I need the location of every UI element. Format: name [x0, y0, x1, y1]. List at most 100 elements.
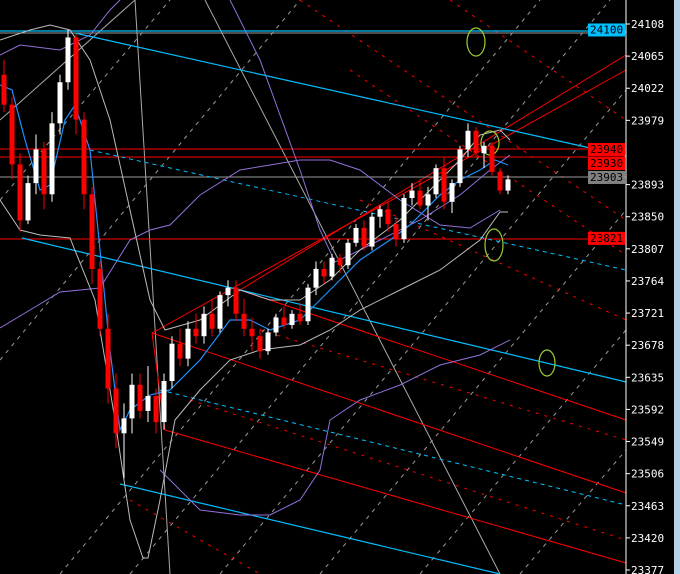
candle — [17, 153, 23, 232]
candle — [481, 142, 487, 169]
price-label-bg — [588, 142, 625, 156]
candle — [433, 164, 439, 199]
candle — [305, 283, 311, 326]
candle-body — [89, 194, 95, 269]
price-label-bg — [588, 170, 625, 184]
price-axis[interactable] — [626, 0, 674, 574]
candle-body — [297, 313, 303, 322]
candle-body — [161, 381, 167, 423]
candle — [257, 328, 263, 359]
candle-body — [329, 257, 335, 277]
channel-median-lines — [89, 149, 627, 506]
candle — [337, 254, 343, 273]
candle — [57, 74, 63, 135]
candle — [505, 175, 511, 195]
candle-body — [17, 164, 23, 221]
price-label: 23940 — [588, 142, 625, 156]
candle — [209, 298, 215, 337]
price-label-text: 23821 — [590, 232, 623, 245]
candle — [225, 280, 231, 307]
price-label: 24100 — [588, 23, 625, 37]
tick-label: 23592 — [631, 403, 664, 416]
candle — [241, 298, 247, 337]
price-label-text: 23940 — [590, 143, 623, 156]
candle — [49, 112, 55, 202]
tick-label: 23979 — [631, 114, 664, 127]
candle — [313, 261, 319, 296]
candle — [289, 310, 295, 329]
tick-label: 23506 — [631, 468, 664, 481]
candle-body — [49, 123, 55, 195]
candle-body — [33, 149, 39, 184]
tick-label: 23377 — [631, 564, 664, 574]
candle — [41, 142, 47, 210]
price-label-text: 24100 — [590, 23, 623, 36]
tick-label: 23678 — [631, 339, 664, 352]
fast-moving-average — [0, 84, 509, 433]
candle-body — [457, 149, 463, 184]
candle-body — [425, 194, 431, 206]
candle — [425, 186, 431, 221]
candle-body — [489, 145, 495, 172]
price-label-bg — [588, 156, 625, 170]
candle-body — [177, 343, 183, 359]
bollinger-lower — [0, 199, 508, 559]
slow-moving-average — [0, 159, 501, 329]
candle — [297, 302, 303, 326]
candle-body — [505, 179, 511, 191]
tick-label: 23807 — [631, 243, 664, 256]
candle — [329, 254, 335, 281]
tick-label: 23721 — [631, 307, 664, 320]
candle-body — [313, 268, 319, 288]
candle — [121, 403, 127, 479]
candle-body — [257, 336, 263, 352]
candle — [185, 321, 191, 367]
candle — [377, 205, 383, 228]
candle-body — [9, 104, 15, 165]
candle-body — [217, 295, 223, 329]
candle — [369, 212, 375, 251]
candle-body — [81, 119, 87, 195]
candle — [401, 194, 407, 243]
candle-body — [449, 183, 455, 202]
candle — [169, 336, 175, 389]
candle — [153, 388, 159, 434]
candle-body — [249, 328, 255, 337]
candle-body — [385, 209, 391, 225]
candle-body — [209, 313, 215, 329]
candle-body — [113, 388, 119, 434]
highlight-ellipses — [466, 27, 556, 377]
candle — [233, 280, 239, 322]
candle-body — [281, 317, 287, 326]
tick-label: 24022 — [631, 82, 664, 95]
candle — [409, 183, 415, 206]
candle-body — [105, 328, 111, 389]
candle-body — [65, 37, 71, 83]
candle — [345, 239, 351, 269]
candle — [137, 373, 143, 419]
candle — [417, 179, 423, 210]
candle — [393, 216, 399, 247]
candle-body — [185, 328, 191, 359]
candle-body — [193, 328, 199, 337]
candle-body — [473, 130, 479, 154]
candle-body — [305, 287, 311, 322]
candles — [1, 29, 511, 479]
price-label: 23930 — [588, 156, 625, 170]
candle-body — [465, 130, 471, 150]
candle-body — [401, 198, 407, 240]
candle — [457, 145, 463, 187]
candle-body — [345, 242, 351, 266]
candle — [497, 168, 503, 195]
tick-label: 23764 — [631, 275, 664, 288]
candle — [177, 328, 183, 367]
candle — [201, 306, 207, 344]
candle-body — [41, 149, 47, 195]
candle-body — [1, 74, 7, 105]
price-label-bg — [588, 231, 625, 245]
candle-body — [369, 216, 375, 247]
candle — [129, 373, 135, 434]
